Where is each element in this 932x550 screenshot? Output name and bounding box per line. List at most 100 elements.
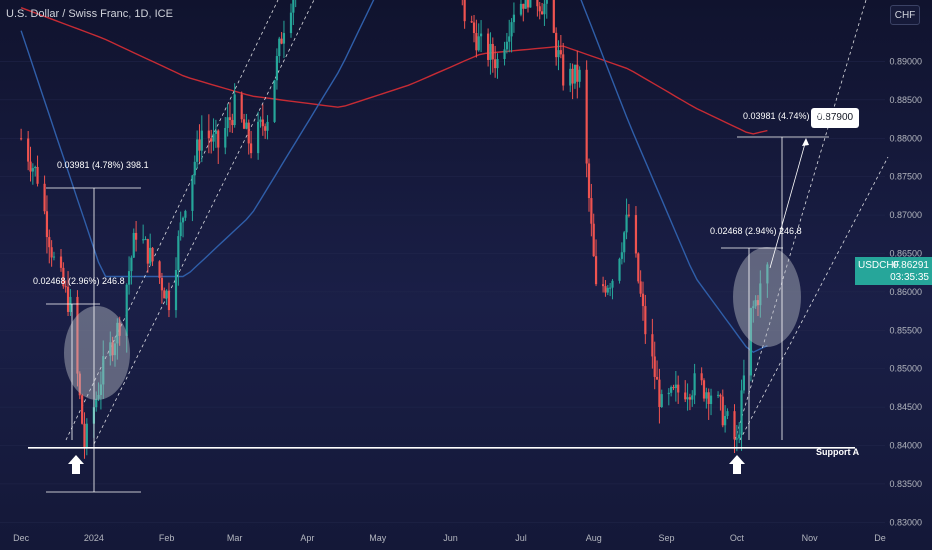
- candle-body: [69, 296, 72, 312]
- x-tick-label: Nov: [802, 533, 819, 543]
- candle-body: [620, 252, 623, 259]
- candle-body: [475, 33, 478, 51]
- candle-body: [292, 0, 295, 13]
- target-callout[interactable]: 0.87900: [811, 108, 859, 128]
- candle-body: [95, 398, 98, 408]
- y-tick-label: 0.84500: [889, 402, 922, 412]
- candle-body: [210, 138, 213, 142]
- candle-body: [510, 22, 513, 37]
- candle-body: [226, 117, 229, 129]
- candle-body: [733, 411, 736, 440]
- candle-body: [102, 356, 105, 385]
- candle-body: [576, 64, 579, 82]
- last-price-tag: USDCHF 0.86291 03:35:35: [855, 257, 932, 285]
- ma-200-layer: [20, 7, 768, 135]
- y-tick-label: 0.83500: [889, 479, 922, 489]
- channel-line-second-lower: [739, 156, 889, 441]
- candle-body: [242, 119, 246, 129]
- candle-body: [174, 269, 178, 311]
- candle-body: [686, 397, 689, 400]
- candle-body: [472, 22, 476, 34]
- y-axis[interactable]: 0.83000 0.83500 0.84000 0.84500 0.85000 0.855…: [889, 56, 922, 527]
- candle-body: [160, 277, 164, 291]
- measure-label-second-big: 0.03981 (4.74%) 398: [743, 111, 828, 121]
- y-tick-label: 0.83000: [889, 517, 922, 527]
- candle-body: [552, 0, 555, 33]
- highlight-ellipse-first: [64, 306, 130, 400]
- candle-body: [273, 80, 276, 122]
- candle-body: [578, 69, 581, 82]
- candle-body: [135, 232, 138, 240]
- candle-body: [604, 286, 607, 293]
- candle-body: [144, 239, 147, 241]
- candle-body: [634, 215, 638, 254]
- ma-50-layer: [20, 0, 768, 354]
- candle-body: [184, 210, 187, 218]
- candle-body: [27, 138, 30, 162]
- candle-body: [538, 6, 541, 12]
- candle-body: [217, 130, 220, 148]
- candle-body: [700, 373, 703, 381]
- candle-body: [585, 69, 588, 164]
- candle-body: [289, 12, 293, 34]
- currency-button[interactable]: CHF: [890, 5, 920, 25]
- candle-body: [34, 166, 37, 169]
- candle-body: [494, 59, 497, 69]
- candle-body: [470, 21, 473, 23]
- candle-body: [496, 59, 499, 69]
- candle-body: [479, 33, 483, 37]
- candle-body: [716, 394, 720, 396]
- candle-body: [29, 161, 32, 172]
- candle-body: [163, 290, 166, 299]
- candle-body: [536, 0, 539, 7]
- candle-body: [245, 122, 248, 129]
- projection-arrowhead: [802, 138, 809, 146]
- candle-body: [165, 290, 168, 299]
- candle-body: [198, 139, 201, 151]
- candle-body: [477, 36, 480, 51]
- candle-body: [36, 166, 39, 184]
- x-tick-label: Oct: [730, 533, 745, 543]
- y-tick-label: 0.87500: [889, 172, 922, 182]
- candle-body: [693, 373, 696, 396]
- candle-body: [132, 232, 135, 258]
- ma-50-line: [20, 0, 768, 354]
- candle-body: [735, 438, 738, 440]
- candle-body: [503, 49, 506, 60]
- candle-body: [639, 281, 642, 294]
- candle-body: [672, 387, 675, 389]
- candle-body: [64, 286, 67, 288]
- up-arrow-second: [729, 455, 745, 474]
- candle-body: [207, 130, 210, 139]
- candle-body: [606, 287, 609, 293]
- candle-body: [691, 395, 694, 400]
- interval-label: 1D: [134, 8, 149, 20]
- candle-body: [609, 287, 612, 289]
- candle-body: [759, 283, 762, 306]
- candle-body: [130, 257, 133, 272]
- x-axis[interactable]: Dec 2024 Feb Mar Apr May Jun Jul Aug Sep Oct Nov De: [13, 533, 886, 543]
- candle-body: [249, 143, 253, 154]
- candle-body: [66, 286, 70, 312]
- channel-line-first-lower: [93, 0, 315, 445]
- candles-layer: [20, 0, 769, 459]
- candle-body: [142, 239, 145, 241]
- candle-body: [571, 68, 574, 84]
- candle-body: [45, 211, 49, 238]
- candle-body: [655, 376, 659, 380]
- candle-body: [658, 379, 661, 407]
- candle-body: [587, 163, 591, 199]
- candle-body: [257, 121, 260, 154]
- y-tick-label: 0.87000: [889, 210, 922, 220]
- candle-body: [562, 54, 565, 86]
- candle-body: [487, 33, 490, 60]
- candle-body: [52, 256, 56, 258]
- candle-body: [522, 3, 525, 9]
- candle-body: [116, 322, 119, 344]
- candle-body: [78, 373, 81, 396]
- candle-body: [76, 296, 79, 374]
- candle-body: [555, 32, 558, 58]
- candle-body: [569, 68, 572, 86]
- candle-body: [709, 395, 713, 404]
